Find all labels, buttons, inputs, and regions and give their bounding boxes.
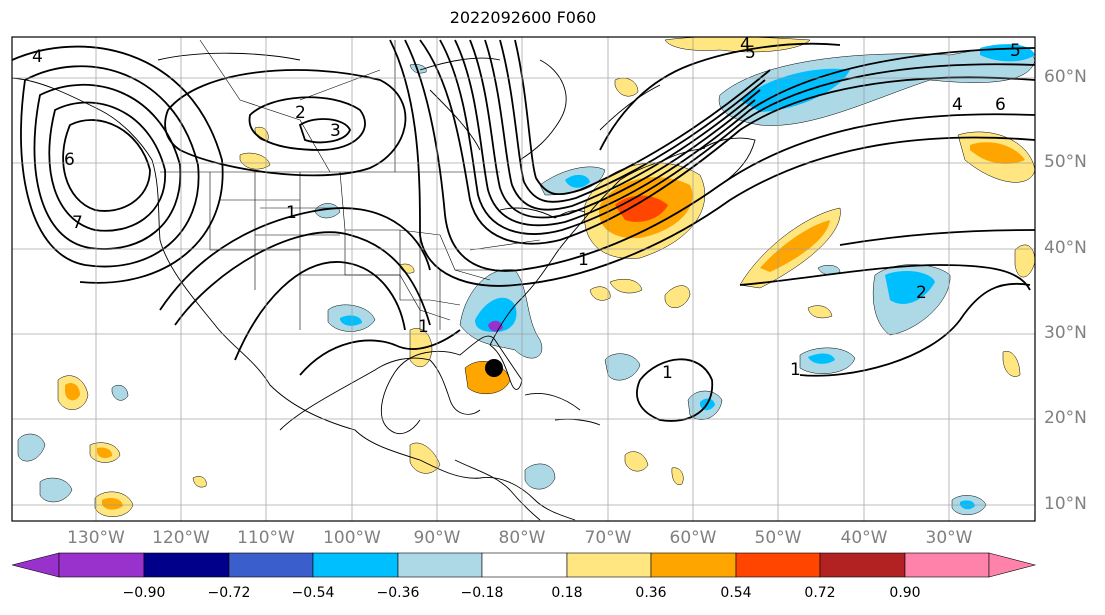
latitude-label: 20°N xyxy=(1044,408,1087,428)
contour-label: 3 xyxy=(330,121,341,141)
colorbar-tick-label: 0.90 xyxy=(889,585,921,601)
colorbar-cell xyxy=(58,552,145,578)
contour-label: 1 xyxy=(578,250,589,270)
colorbar-tick-label: 0.18 xyxy=(551,585,583,601)
contour-label: 1 xyxy=(790,360,801,380)
colorbar-tick-label: −0.36 xyxy=(376,585,420,601)
contour-label: 2 xyxy=(916,283,927,303)
colorbar xyxy=(11,552,1037,578)
colorbar-cell xyxy=(481,552,568,578)
colorbar-cell xyxy=(566,552,652,578)
graticule xyxy=(12,37,1035,521)
colorbar-cell xyxy=(143,552,230,578)
colorbar-tick-label: −0.72 xyxy=(207,585,251,601)
colorbar-cell xyxy=(312,552,399,578)
longitude-label: 120°W xyxy=(152,528,210,548)
longitude-label: 100°W xyxy=(323,528,381,548)
latitude-label: 40°N xyxy=(1044,238,1087,258)
colorbar-extend-high xyxy=(988,552,1037,578)
contour-label-group: 4 2 3 6 7 1 5 4 6 1 1 2 1 1 4 5 xyxy=(32,35,1021,383)
colorbar-cell xyxy=(397,552,483,578)
contour-label: 1 xyxy=(286,203,297,223)
colorbar-tick-label: 0.36 xyxy=(635,585,667,601)
colorbar-tick-label: −0.18 xyxy=(460,585,504,601)
longitude-label: 40°W xyxy=(840,528,888,548)
contour-label: 4 xyxy=(740,35,751,55)
colorbar-tick-label: −0.54 xyxy=(291,585,335,601)
latitude-label: 30°N xyxy=(1044,323,1087,343)
contour-lines xyxy=(12,39,1035,422)
colorbar-cell xyxy=(819,552,906,578)
coastlines xyxy=(12,52,756,521)
colorbar-extend-low xyxy=(11,552,60,578)
longitude-label: 30°W xyxy=(925,528,973,548)
colorbar-cell xyxy=(228,552,314,578)
contour-label: 5 xyxy=(1010,41,1021,61)
storm-position-marker xyxy=(485,359,503,377)
colorbar-cell xyxy=(650,552,737,578)
contour-label: 1 xyxy=(662,363,673,383)
longitude-label: 70°W xyxy=(584,528,632,548)
contour-label: 1 xyxy=(418,317,429,337)
contour-label: 5 xyxy=(745,43,756,63)
longitude-label: 90°W xyxy=(413,528,461,548)
colorbar-tick-label: −0.90 xyxy=(122,585,166,601)
latitude-label: 50°N xyxy=(1044,152,1087,172)
latitude-label: 60°N xyxy=(1044,67,1087,87)
colorbar-cell xyxy=(735,552,821,578)
contour-label: 6 xyxy=(995,95,1006,115)
contour-label: 6 xyxy=(64,150,75,170)
longitude-label: 110°W xyxy=(237,528,295,548)
map-title: 2022092600 F060 xyxy=(449,8,597,27)
contour-label: 4 xyxy=(952,95,963,115)
contour-label: 2 xyxy=(295,103,306,123)
map-frame xyxy=(11,36,1036,522)
colorbar-tick-label: 0.54 xyxy=(720,585,752,601)
colorbar-cell xyxy=(904,552,990,578)
latitude-label: 10°N xyxy=(1044,494,1087,514)
longitude-label: 60°W xyxy=(669,528,717,548)
longitude-label: 50°W xyxy=(754,528,802,548)
longitude-label: 80°W xyxy=(498,528,546,548)
contour-label: 4 xyxy=(32,47,43,67)
colorbar-tick-label: 0.72 xyxy=(804,585,836,601)
contour-label: 7 xyxy=(72,213,83,233)
longitude-label: 130°W xyxy=(67,528,125,548)
